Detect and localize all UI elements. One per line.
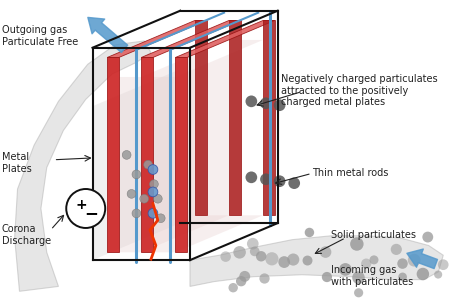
Circle shape [66,189,105,228]
Polygon shape [229,21,241,215]
Polygon shape [92,69,180,260]
Circle shape [259,273,270,284]
Circle shape [288,177,300,189]
Circle shape [339,263,352,276]
Circle shape [398,273,407,281]
FancyArrowPatch shape [88,17,128,52]
Circle shape [148,165,158,175]
Polygon shape [175,21,275,58]
Circle shape [265,252,279,265]
Circle shape [132,170,141,179]
Circle shape [236,276,246,286]
Circle shape [260,98,272,109]
Circle shape [140,194,148,203]
Circle shape [434,271,442,278]
Polygon shape [263,21,275,215]
Circle shape [256,251,266,261]
Circle shape [154,194,162,203]
Circle shape [274,99,285,111]
Text: Corona
Discharge: Corona Discharge [2,224,51,246]
Circle shape [148,208,158,218]
Circle shape [278,256,290,268]
Circle shape [228,283,238,292]
Circle shape [156,214,165,223]
Circle shape [361,258,371,269]
Polygon shape [190,236,443,286]
Polygon shape [195,21,207,215]
Circle shape [287,254,299,266]
Polygon shape [107,21,207,58]
Circle shape [408,254,420,267]
Circle shape [246,171,257,183]
Polygon shape [153,40,263,252]
Circle shape [438,259,448,270]
Circle shape [246,95,257,107]
Text: +: + [75,198,87,211]
Circle shape [144,160,153,169]
Polygon shape [15,41,151,291]
Circle shape [127,189,136,198]
Circle shape [148,187,158,197]
Polygon shape [141,58,153,252]
Text: −: − [85,204,99,222]
Text: Outgoing gas
Particulate Free: Outgoing gas Particulate Free [2,25,78,47]
Circle shape [417,268,429,280]
Text: Solid particulates: Solid particulates [331,230,416,240]
Circle shape [274,175,285,187]
Circle shape [320,246,331,258]
FancyArrowPatch shape [407,249,438,268]
Text: Thin metal rods: Thin metal rods [312,168,388,178]
Circle shape [391,244,402,255]
Circle shape [352,271,365,284]
Circle shape [132,209,141,218]
Polygon shape [175,58,187,252]
Text: Metal
Plates: Metal Plates [2,152,32,174]
Circle shape [305,228,314,237]
Circle shape [422,231,433,242]
Text: Incoming gas
with particulates: Incoming gas with particulates [331,265,413,287]
Circle shape [369,255,378,265]
Circle shape [354,288,363,297]
Polygon shape [119,40,229,252]
Circle shape [233,246,246,258]
Text: Negatively charged particulates
attracted to the positively
charged metal plates: Negatively charged particulates attracte… [281,74,437,107]
Polygon shape [141,21,241,58]
Circle shape [247,238,259,249]
Circle shape [239,271,250,282]
Circle shape [397,258,408,269]
Circle shape [322,272,332,282]
Circle shape [350,237,364,251]
Polygon shape [107,58,119,252]
Circle shape [302,255,312,265]
Circle shape [220,251,231,262]
Circle shape [260,173,272,185]
Circle shape [250,247,260,256]
Circle shape [122,151,131,159]
Circle shape [149,180,158,188]
